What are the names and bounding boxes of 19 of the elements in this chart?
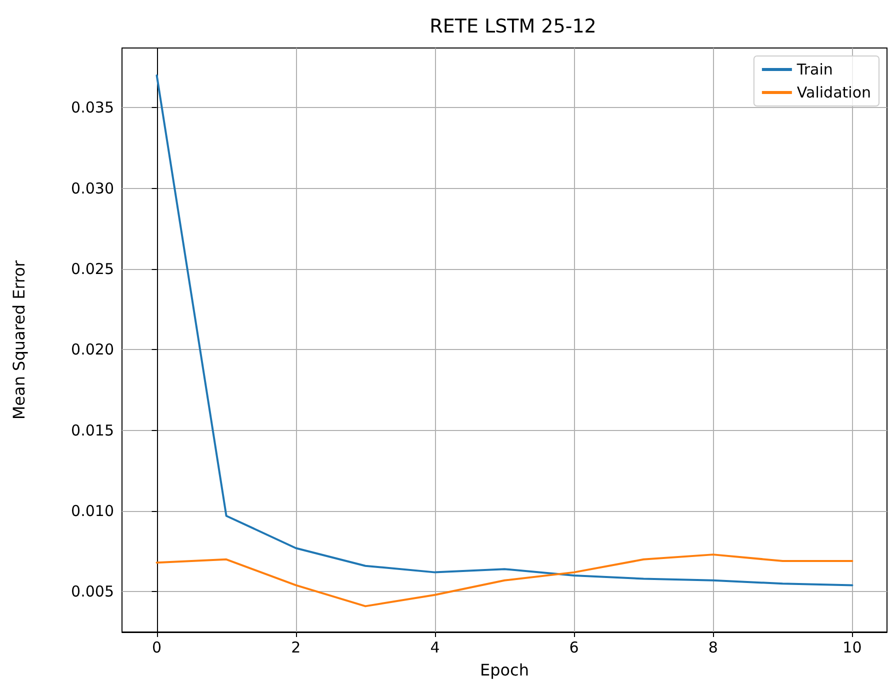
- y-tick-label: 0.030: [71, 179, 114, 198]
- y-tick-label: 0.005: [71, 582, 114, 601]
- x-tick-label: 8: [708, 638, 718, 656]
- y-tick-label: 0.020: [71, 340, 114, 359]
- legend-label: Validation: [796, 84, 872, 102]
- x-tick-label: 4: [430, 638, 440, 656]
- x-tick-label: 10: [842, 638, 862, 656]
- line-series: [156, 554, 854, 608]
- x-axis-title: Epoch: [480, 660, 529, 680]
- y-tick-label: 0.015: [71, 421, 114, 440]
- x-tick-label: 2: [291, 638, 301, 656]
- y-tick-label: 0.035: [71, 98, 114, 117]
- y-axis-title: Mean Squared Error: [10, 260, 28, 420]
- x-tick-label: 6: [569, 638, 579, 656]
- y-tick-label: 0.025: [71, 260, 114, 278]
- chart-title: RETE LSTM 25-12: [430, 16, 596, 38]
- y-tick-label: 0.010: [71, 502, 114, 520]
- legend-label: Train: [796, 60, 833, 78]
- x-tick-label: 0: [152, 638, 162, 656]
